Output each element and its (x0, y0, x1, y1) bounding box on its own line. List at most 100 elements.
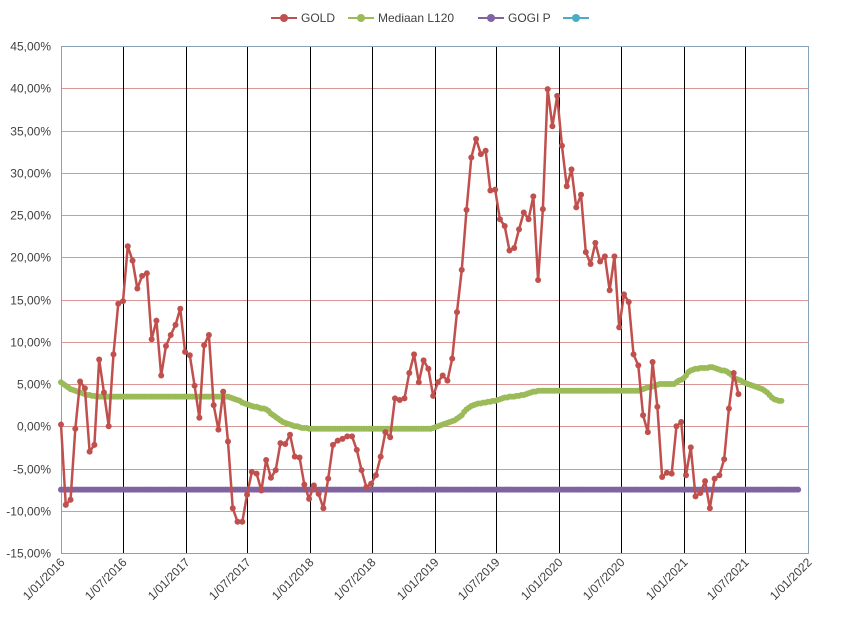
gold-point (735, 391, 742, 398)
legend-item-mediaan: Mediaan L120 (348, 8, 454, 28)
gold-point (110, 351, 117, 358)
gold-point (105, 423, 112, 430)
gold-point (654, 403, 661, 410)
gold-point (597, 258, 604, 265)
gold-point (296, 454, 303, 461)
gold-point (387, 434, 394, 441)
gold-point (730, 370, 737, 377)
gold-point (477, 151, 484, 158)
y-tick-labels: -15,00% -10,00% -5,00% 0,00% 5,00% 10,00% 15,0… (6, 40, 51, 561)
gold-point (697, 490, 704, 496)
gold-point (287, 431, 294, 438)
gold-point (511, 244, 518, 251)
gold-point (86, 448, 93, 455)
gold-point (263, 457, 270, 464)
gold-point (272, 467, 279, 474)
gold-point (401, 395, 408, 402)
y-tick-label: 15,00% (10, 294, 51, 308)
gold-point (334, 437, 341, 444)
gold-point (153, 317, 160, 324)
gold-point (310, 482, 317, 489)
gold-point (411, 351, 418, 358)
gold-point (258, 487, 265, 494)
gold-point (100, 389, 107, 396)
gold-point (635, 362, 642, 369)
gold-point (77, 378, 84, 385)
gold-point (535, 277, 542, 284)
legend-label-gold: GOLD (301, 11, 336, 25)
gold-point (282, 441, 289, 447)
gold-point (167, 331, 174, 338)
gold-point (668, 470, 675, 477)
gold-point (382, 429, 389, 436)
gold-point (554, 92, 561, 99)
gold-point (640, 412, 647, 419)
gold-point (277, 440, 284, 447)
x-tick-label: 1/07/2017 (206, 555, 254, 603)
gold-point (606, 287, 613, 294)
legend-label-mediaan: Mediaan L120 (378, 11, 455, 25)
gold-point (578, 191, 585, 198)
gold-point (301, 481, 308, 488)
gold-point (520, 209, 527, 216)
gold-point (420, 357, 427, 364)
gold-point (229, 505, 236, 512)
gold-point (201, 342, 208, 349)
gold-point (449, 355, 456, 362)
gold-point (434, 379, 441, 386)
gold-point (587, 261, 594, 268)
y-tick-label: 25,00% (10, 209, 51, 223)
gold-point (501, 222, 508, 229)
gold-point (611, 253, 618, 260)
gold-point (592, 239, 599, 246)
gold-point (582, 249, 589, 256)
gold-line (59, 87, 740, 523)
legend-swatch-mediaan (348, 12, 374, 24)
gold-point (568, 166, 575, 173)
gold-point (616, 324, 623, 331)
gold-point (248, 468, 255, 475)
gold-point (81, 385, 88, 392)
gold-point (58, 421, 64, 428)
gold-point (544, 86, 551, 93)
gold-point (415, 379, 422, 386)
gold-point (549, 123, 556, 130)
gold-point (234, 518, 241, 525)
gold-point (573, 204, 580, 211)
mediaan-l120-point (778, 397, 785, 404)
gold-point (659, 473, 666, 480)
gold-point (162, 342, 169, 349)
y-tick-label: 20,00% (10, 251, 51, 265)
legend-item-gogi: GOGI P (478, 8, 551, 28)
gold-point (320, 505, 327, 512)
gold-point (349, 433, 356, 440)
x-tick-label: 1/01/2020 (518, 555, 566, 603)
x-tick-label: 1/01/2021 (643, 555, 691, 603)
y-tick-label: -15,00% (6, 547, 51, 561)
gold-point (172, 321, 179, 328)
x-tick-label: 1/07/2016 (82, 555, 130, 603)
x-tick-label: 1/01/2018 (269, 555, 317, 603)
gold-point (353, 446, 360, 453)
y-tick-label: -10,00% (6, 505, 51, 519)
gold-point (148, 336, 155, 343)
x-tick-label: 1/07/2019 (455, 555, 503, 603)
gold-point (473, 135, 480, 142)
y-tick-label: 5,00% (17, 378, 51, 392)
y-tick-label: -5,00% (13, 463, 51, 477)
gold-point (425, 365, 432, 372)
gold-point (439, 372, 446, 379)
gold-point (630, 351, 637, 358)
x-tick-label: 1/01/2016 (20, 555, 68, 603)
gold-point (391, 395, 398, 402)
gold-point (120, 298, 127, 305)
y-tick-label: 45,00% (10, 40, 51, 54)
gold-point (158, 372, 165, 379)
gold-point (558, 142, 565, 149)
gold-point (315, 490, 322, 497)
horizontal-gridlines (61, 46, 808, 554)
gold-point (210, 402, 217, 409)
gold-point (516, 226, 523, 233)
legend-item-gold: GOLD (271, 8, 335, 28)
